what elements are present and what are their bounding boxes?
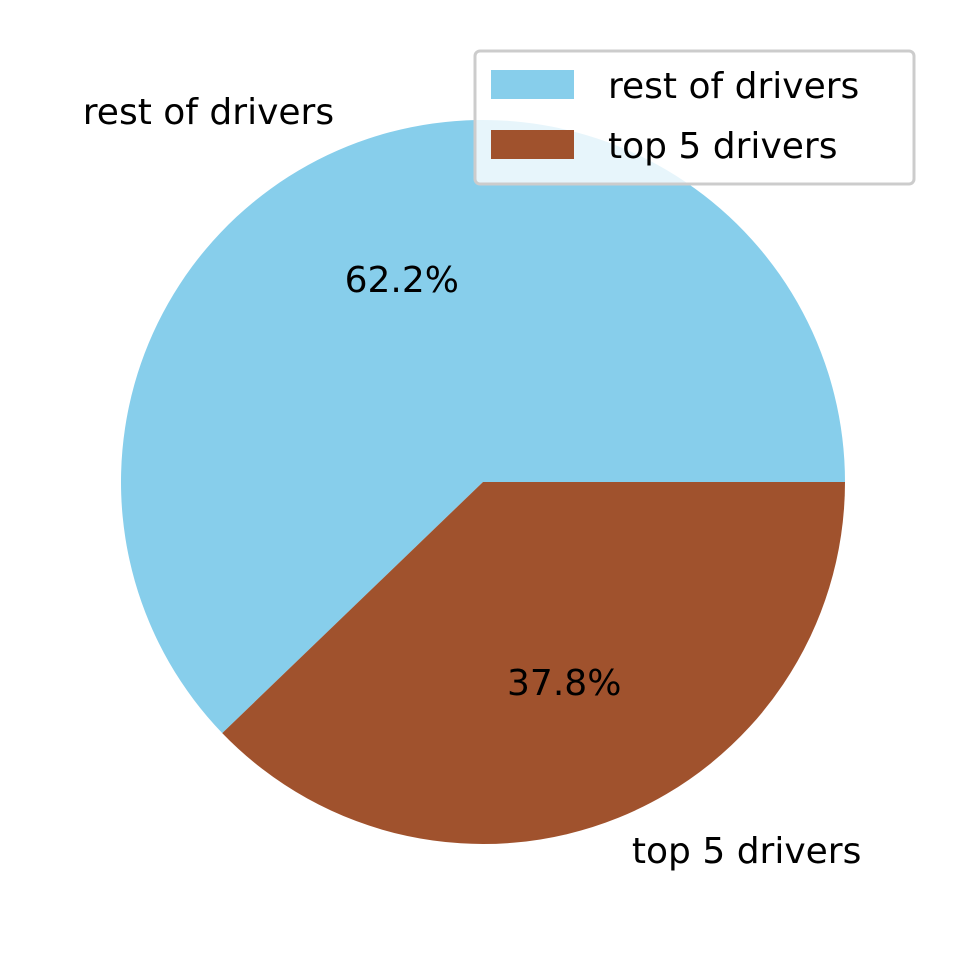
pie-labels: 62.2% rest of drivers 37.8% top 5 drivers — [83, 92, 862, 872]
legend-label-top-5-drivers: top 5 drivers — [608, 126, 837, 167]
legend-swatch-rest-of-drivers — [491, 70, 574, 99]
pie-slice-rest-of-drivers — [121, 120, 846, 734]
pie-category-label-rest-of-drivers: rest of drivers — [83, 92, 334, 133]
pie-category-label-top-5-drivers: top 5 drivers — [632, 831, 861, 872]
pie-slice-top-5-drivers — [222, 482, 845, 844]
pie-percent-label-top-5-drivers: 37.8% — [507, 663, 621, 704]
pie-percent-label-rest-of-drivers: 62.2% — [345, 260, 459, 301]
legend-frame — [473, 49, 916, 186]
legend-swatch-top-5-drivers — [491, 130, 574, 159]
legend: rest of drivers top 5 drivers — [473, 49, 916, 186]
legend-label-rest-of-drivers: rest of drivers — [608, 66, 859, 107]
pie-slices — [121, 120, 846, 844]
